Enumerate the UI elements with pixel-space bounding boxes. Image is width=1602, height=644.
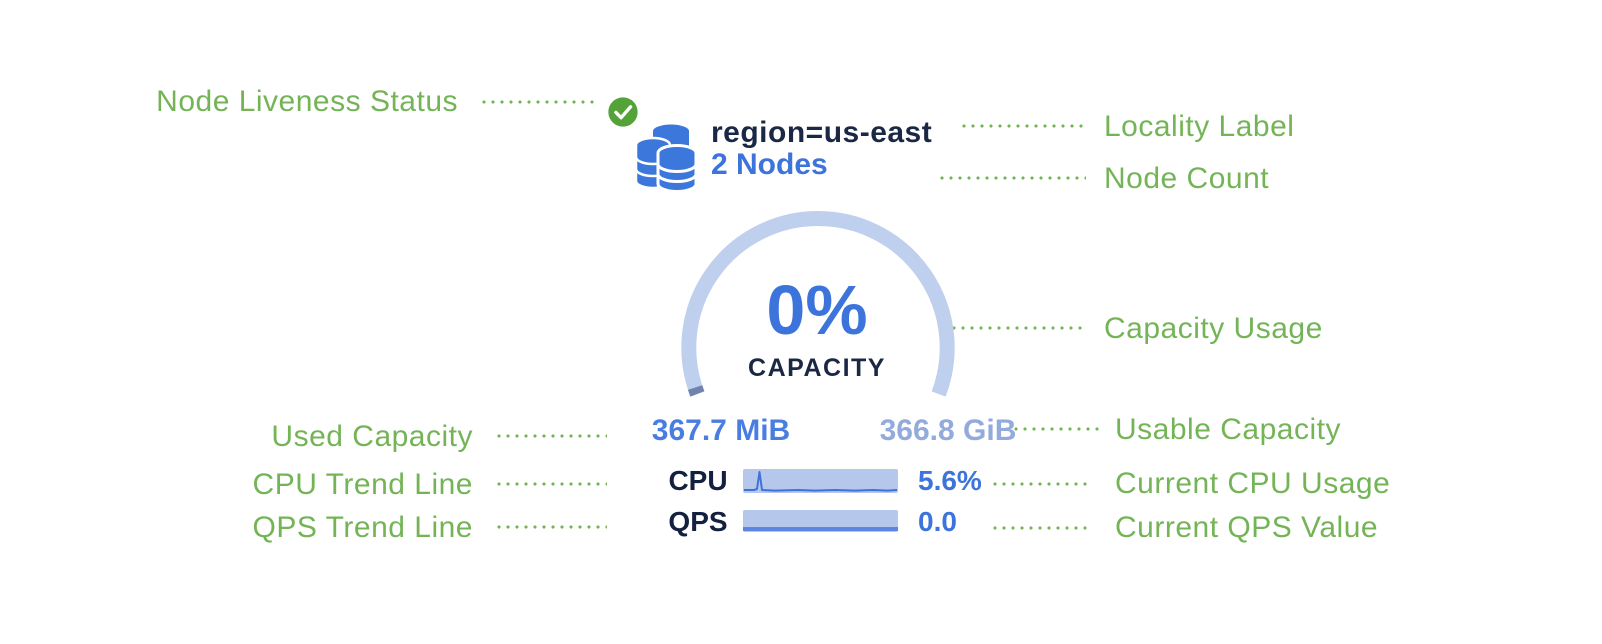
node-count: 2 Nodes bbox=[711, 148, 828, 181]
used-capacity-value: 367.7 MiB bbox=[651, 414, 791, 447]
capacity-used-arc bbox=[687, 385, 705, 397]
callout-current-cpu-usage: Current CPU Usage bbox=[1115, 467, 1391, 500]
leader-current-qps bbox=[993, 526, 1089, 530]
qps-current-value: 0.0 bbox=[918, 506, 957, 537]
database-icon bbox=[631, 121, 701, 193]
callout-node-liveness-status: Node Liveness Status bbox=[156, 85, 458, 118]
leader-locality-label bbox=[962, 124, 1086, 128]
callout-used-capacity: Used Capacity bbox=[271, 420, 473, 453]
capacity-percent: 0% bbox=[766, 271, 868, 349]
leader-cpu-trend bbox=[497, 482, 607, 486]
leader-used-capacity bbox=[497, 434, 607, 438]
qps-label: QPS bbox=[668, 506, 728, 537]
capacity-gauge-arc bbox=[681, 211, 955, 397]
leader-node-count bbox=[940, 176, 1086, 180]
callout-node-count: Node Count bbox=[1104, 162, 1270, 195]
callout-locality-label: Locality Label bbox=[1104, 110, 1295, 143]
callout-cpu-trend-line: CPU Trend Line bbox=[252, 468, 473, 501]
cpu-label: CPU bbox=[668, 465, 728, 496]
callout-qps-trend-line: QPS Trend Line bbox=[252, 511, 473, 544]
leader-usable-capacity bbox=[1005, 427, 1103, 431]
leader-qps-trend bbox=[497, 525, 607, 529]
node-liveness-check-icon bbox=[606, 95, 640, 129]
usable-capacity-value: 366.8 GiB bbox=[879, 414, 1017, 447]
callout-usable-capacity: Usable Capacity bbox=[1115, 413, 1341, 446]
callout-capacity-usage: Capacity Usage bbox=[1104, 312, 1323, 345]
qps-trend-sparkline bbox=[743, 510, 898, 532]
capacity-caption: CAPACITY bbox=[748, 354, 886, 382]
qps-zero-line bbox=[743, 527, 898, 531]
locality-label: region=us-east bbox=[711, 116, 933, 149]
leader-capacity-usage bbox=[952, 326, 1086, 330]
leader-node-liveness bbox=[482, 100, 598, 104]
leader-current-cpu bbox=[993, 482, 1089, 486]
callout-current-qps-value: Current QPS Value bbox=[1115, 511, 1379, 544]
cpu-current-value: 5.6% bbox=[918, 465, 982, 496]
cpu-trend-sparkline bbox=[743, 469, 898, 493]
